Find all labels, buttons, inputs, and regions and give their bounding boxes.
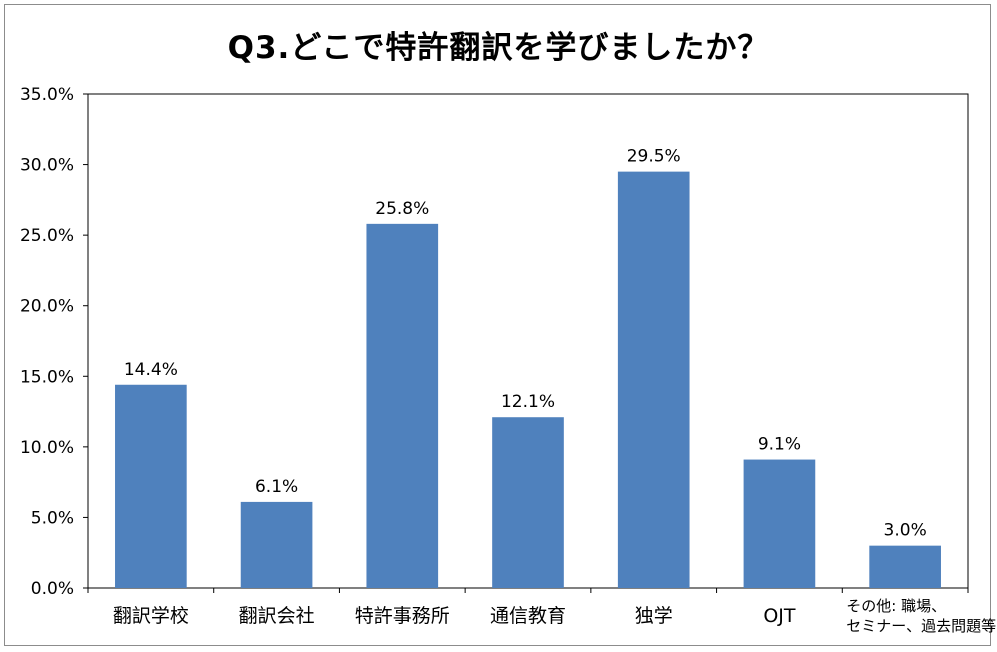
bar <box>743 459 816 588</box>
x-category-label: 翻訳会社 <box>239 605 315 627</box>
y-tick-label: 20.0% <box>20 297 74 317</box>
bar <box>115 384 187 588</box>
data-label: 6.1% <box>255 477 298 497</box>
x-category-label: 独学 <box>635 605 673 627</box>
y-tick-label: 25.0% <box>20 226 74 246</box>
chart-title: Q3.どこで特許翻訳を学びましたか？ <box>227 30 770 66</box>
bar <box>492 417 564 588</box>
x-category-label: 翻訳学校 <box>113 605 189 627</box>
y-tick-label: 30.0% <box>20 156 74 176</box>
y-tick-label: 5.0% <box>31 508 74 528</box>
y-tick-label: 0.0% <box>31 579 74 599</box>
data-label: 9.1% <box>758 435 801 455</box>
y-tick-label: 35.0% <box>20 85 74 105</box>
bar <box>617 171 690 588</box>
bar <box>240 501 313 588</box>
data-label: 12.1% <box>501 392 555 412</box>
x-category-label: セミナー、過去問題等 <box>846 617 996 635</box>
data-label: 25.8% <box>375 199 429 219</box>
data-label: 29.5% <box>627 147 681 167</box>
x-category-label: 通信教育 <box>490 605 566 627</box>
x-category-label: 特許事務所 <box>355 605 450 627</box>
y-tick-label: 10.0% <box>20 438 74 458</box>
bar <box>869 545 941 588</box>
bar <box>366 223 439 588</box>
data-label: 3.0% <box>884 521 927 541</box>
data-label: 14.4% <box>124 360 178 380</box>
x-category-label: OJT <box>763 605 796 627</box>
x-category-label: その他: 職場、 <box>846 597 946 615</box>
y-tick-label: 15.0% <box>20 367 74 387</box>
